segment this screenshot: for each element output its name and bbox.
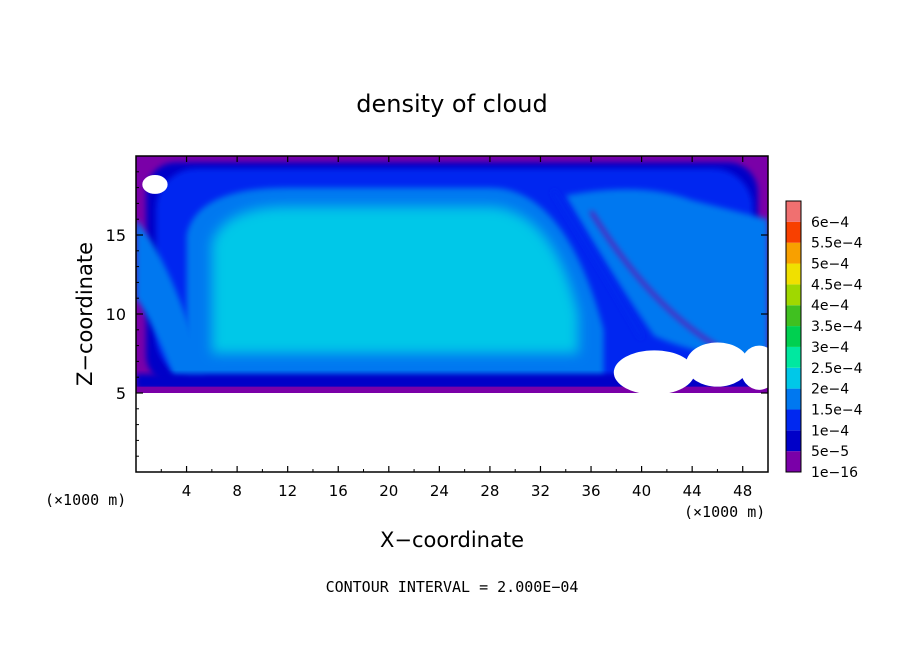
y-tick-label: 5 (116, 384, 126, 403)
chart-title: density of cloud (356, 90, 547, 118)
plot-area (136, 156, 768, 472)
colorbar: 1e−16 5e−5 1e−4 1.5e−4 2e−4 2.5e−4 3e−4 3.5e−4 4… (785, 200, 863, 481)
colorbar-label: 5.5e−4 (811, 236, 863, 252)
anvil-right (565, 189, 768, 362)
y-axis-label: Z−coordinate (73, 242, 97, 386)
x-tick-label: 28 (480, 482, 499, 500)
contour-interval-note: CONTOUR INTERVAL = 2.000E−04 (326, 578, 579, 596)
colorbar-swatch (786, 388, 801, 410)
x-tick-label: 32 (531, 482, 550, 500)
clear-notch (142, 174, 168, 194)
x-unit-label: (×1000 m) (684, 503, 765, 521)
colorbar-swatch (786, 284, 801, 306)
x-tick-label: 40 (632, 482, 651, 500)
clear-notch (685, 342, 750, 387)
colorbar-label: 1.5e−4 (811, 402, 863, 418)
colorbar-frame (785, 200, 802, 473)
cloud-density-field (136, 156, 768, 472)
colorbar-label: 1e−4 (811, 423, 849, 439)
anvil-streak (551, 189, 644, 339)
colorbar-label: 6e−4 (811, 215, 849, 231)
x-tick-label: 8 (232, 482, 242, 500)
y-tick-label: 10 (106, 305, 126, 324)
colorbar-swatch (786, 409, 801, 431)
x-tick-label: 20 (379, 482, 398, 500)
x-tick-label: 4 (182, 482, 192, 500)
colorbar-swatch (786, 305, 801, 327)
base-layer (136, 374, 768, 390)
x-tick-label: 24 (430, 482, 449, 500)
x-tick-label: 36 (581, 482, 600, 500)
colorbar-swatch (786, 263, 801, 285)
x-tick-label: 48 (733, 482, 752, 500)
y-axis: 5 10 15 (106, 171, 768, 457)
x-tick-label: 12 (278, 482, 297, 500)
colorbar-label: 2.5e−4 (811, 361, 863, 377)
y-unit-label: (×1000 m) (45, 491, 126, 509)
y-tick-label: 15 (106, 226, 126, 245)
clear-notch (613, 350, 695, 395)
colorbar-label: 4e−4 (811, 298, 849, 314)
colorbar-swatch (786, 221, 801, 243)
x-tick-label: 16 (329, 482, 348, 500)
x-axis-label: X−coordinate (380, 528, 524, 552)
x-axis: 4 8 12 16 20 24 28 32 36 40 44 48 (160, 156, 752, 500)
colorbar-swatch (786, 326, 801, 347)
clear-region (136, 393, 768, 472)
colorbar-swatch (786, 367, 801, 389)
colorbar-label: 2e−4 (811, 382, 849, 398)
colorbar-label: 3.5e−4 (811, 319, 863, 335)
colorbar-swatch (786, 242, 801, 264)
colorbar-label: 1e−16 (811, 465, 858, 481)
colorbar-swatch (786, 451, 801, 472)
core-centre (211, 206, 579, 354)
colorbar-label: 5e−4 (811, 257, 849, 273)
lower-edge (136, 386, 768, 393)
colorbar-swatch (786, 430, 801, 452)
clear-notch (740, 345, 768, 390)
colorbar-swatch (786, 346, 801, 368)
colorbar-label: 4.5e−4 (811, 277, 863, 293)
x-tick-label: 44 (683, 482, 702, 500)
colorbar-label: 3e−4 (811, 340, 849, 356)
colorbar-swatch (786, 201, 801, 222)
colorbar-label: 5e−5 (811, 444, 849, 460)
